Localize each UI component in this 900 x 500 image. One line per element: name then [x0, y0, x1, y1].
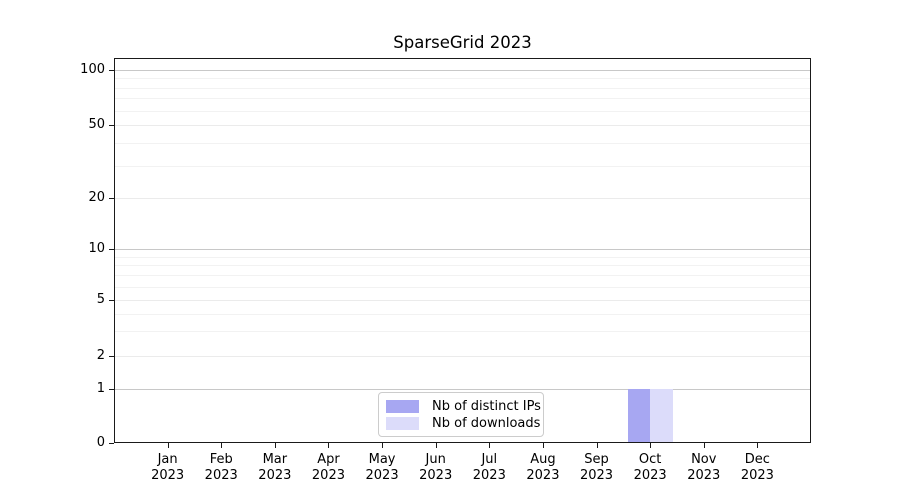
y-tick-label: 100	[80, 62, 105, 77]
legend-swatch-distinct-ips	[386, 400, 419, 413]
x-tick-month: Jul	[481, 452, 498, 467]
x-tick-month: Feb	[209, 452, 233, 467]
x-tick	[650, 443, 652, 448]
minor-gridline	[115, 286, 810, 288]
labeled-minor-gridline	[115, 125, 810, 126]
x-tick-label: Sep 2023	[565, 452, 629, 483]
x-tick-label: Aug 2023	[511, 452, 575, 483]
plot-area	[114, 58, 811, 443]
x-tick	[435, 443, 437, 448]
minor-gridline	[115, 87, 810, 89]
x-tick	[596, 443, 598, 448]
x-tick-year: 2023	[472, 467, 506, 483]
x-tick-year: 2023	[579, 467, 614, 483]
x-tick-month: Nov	[691, 452, 717, 467]
labeled-minor-gridline	[115, 300, 810, 301]
x-tick-year: 2023	[311, 467, 345, 483]
y-tick	[109, 389, 114, 390]
x-tick-year: 2023	[633, 467, 667, 483]
minor-gridline	[115, 78, 810, 80]
x-tick-year: 2023	[687, 467, 721, 483]
y-tick-label: 2	[96, 348, 105, 363]
legend: Nb of distinct IPs Nb of downloads	[378, 392, 544, 437]
x-tick-label: Dec 2023	[725, 452, 789, 483]
x-tick-month: Apr	[317, 452, 340, 467]
minor-gridline	[115, 331, 810, 333]
major-gridline	[115, 70, 810, 71]
x-tick-month: Mar	[262, 452, 288, 467]
x-tick	[167, 443, 169, 448]
y-tick-label: 20	[88, 190, 105, 205]
labeled-minor-gridline	[115, 198, 810, 199]
x-tick-label: Mar 2023	[243, 452, 307, 483]
y-tick-label: 50	[88, 117, 105, 132]
legend-item-distinct-ips: Nb of distinct IPs	[386, 399, 541, 414]
x-tick-month: Jan	[157, 452, 178, 467]
minor-gridline	[115, 313, 810, 315]
x-tick	[542, 443, 544, 448]
x-tick-label: Feb 2023	[189, 452, 253, 483]
x-tick-label: May 2023	[350, 452, 414, 483]
x-tick-year: 2023	[151, 467, 185, 483]
y-tick-label: 5	[96, 292, 105, 307]
y-tick-label: 0	[96, 435, 105, 450]
x-tick-label: Jan 2023	[136, 452, 200, 483]
x-tick-year: 2023	[740, 467, 774, 483]
y-tick	[109, 300, 114, 301]
x-tick-month: May	[368, 452, 396, 467]
x-tick	[328, 443, 330, 448]
y-tick	[109, 249, 114, 250]
x-tick-year: 2023	[204, 467, 238, 483]
x-tick-month: Dec	[744, 452, 770, 467]
minor-gridline	[115, 142, 810, 144]
labeled-minor-gridline	[115, 356, 810, 357]
x-tick-label: Jul 2023	[457, 452, 521, 483]
x-tick-year: 2023	[258, 467, 292, 483]
y-tick	[109, 356, 114, 357]
minor-gridline	[115, 265, 810, 267]
minor-gridline	[115, 275, 810, 277]
x-tick	[489, 443, 491, 448]
x-tick-month: Aug	[530, 452, 556, 467]
major-gridline	[115, 249, 810, 250]
x-tick-year: 2023	[419, 467, 453, 483]
y-tick	[109, 198, 114, 199]
y-tick-label: 10	[88, 241, 105, 256]
x-tick-year: 2023	[526, 467, 560, 483]
x-tick-month: Jun	[425, 452, 446, 467]
x-tick	[221, 443, 223, 448]
y-tick	[109, 125, 114, 126]
x-tick-label: Apr 2023	[296, 452, 360, 483]
x-tick	[274, 443, 276, 448]
x-tick-label: Jun 2023	[404, 452, 468, 483]
y-tick-label: 1	[96, 381, 105, 396]
minor-gridline	[115, 256, 810, 258]
major-gridline	[115, 389, 810, 390]
legend-swatch-downloads	[386, 417, 419, 430]
bar-nb-of-distinct-ips	[627, 389, 651, 442]
x-tick-year: 2023	[365, 467, 399, 483]
legend-item-downloads: Nb of downloads	[386, 416, 540, 431]
minor-gridline	[115, 98, 810, 100]
minor-gridline	[115, 110, 810, 112]
x-tick-month: Oct	[638, 452, 662, 467]
x-tick-label: Nov 2023	[672, 452, 736, 483]
x-tick	[757, 443, 759, 448]
minor-gridline	[115, 165, 810, 167]
chart-title: SparseGrid 2023	[393, 33, 532, 52]
legend-label-distinct-ips: Nb of distinct IPs	[432, 399, 541, 414]
bar-nb-of-downloads	[650, 389, 673, 442]
y-tick	[109, 70, 114, 71]
x-tick	[703, 443, 705, 448]
legend-label-downloads: Nb of downloads	[432, 416, 541, 431]
x-tick-month: Sep	[584, 452, 609, 467]
x-tick-label: Oct 2023	[618, 452, 682, 483]
x-tick	[382, 443, 384, 448]
y-tick	[109, 443, 114, 444]
